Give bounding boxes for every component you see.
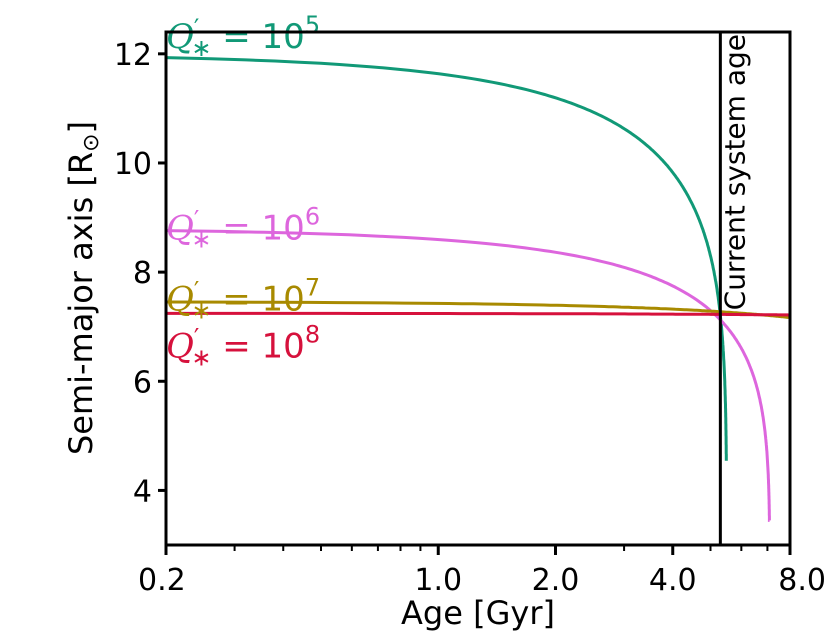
series-annotation-1: Q′ ∗ = 106 — [166, 202, 320, 253]
annotation-equals: = 10 — [211, 17, 304, 57]
annotation-exponent: 5 — [305, 11, 320, 39]
series-point-0-10 — [725, 460, 727, 462]
series-point-2-5 — [672, 308, 674, 310]
annotation-equals: = 10 — [211, 326, 304, 366]
series-point-2-4 — [623, 306, 625, 308]
annotation-prime: ′ — [194, 205, 199, 233]
series-point-2-1 — [320, 301, 322, 303]
annotation-q-symbol: Q — [166, 208, 194, 248]
annotation-exponent: 8 — [305, 320, 320, 348]
series-line-1 — [165, 229, 771, 522]
series-point-1-7 — [729, 330, 731, 332]
annotation-star: ∗ — [191, 34, 211, 62]
annotation-q-symbol: Q — [166, 326, 194, 366]
y-axis-title-end: ] — [62, 121, 100, 133]
series-point-0-9 — [724, 390, 726, 392]
annotation-q-symbol: Q — [166, 280, 194, 320]
annotation-prime: ′ — [194, 14, 199, 42]
annotation-prime: ′ — [194, 277, 199, 305]
series-point-0-2 — [437, 73, 439, 75]
plot-frame — [164, 30, 792, 547]
series-point-0-3 — [554, 97, 556, 99]
series-point-0-5 — [672, 171, 674, 173]
series-point-1-5 — [672, 285, 674, 287]
series-line-3 — [166, 311, 790, 317]
series-point-1-3 — [554, 251, 556, 253]
series-point-1-2 — [437, 239, 439, 241]
plot-background — [166, 32, 790, 545]
y-tick-label-1: 6 — [133, 365, 152, 400]
x-tick-label-2: 2.0 — [532, 563, 580, 598]
y-tick-label-3: 10 — [114, 147, 152, 182]
series-point-3-1 — [437, 313, 439, 315]
x-tick-label-0: 0.2 — [138, 563, 186, 598]
series-point-1-1 — [320, 233, 322, 235]
series-annotation-0: Q′ ∗ = 105 — [166, 11, 320, 62]
y-tick-label-0: 4 — [133, 474, 152, 509]
series-point-2-6 — [709, 310, 711, 312]
series-point-1-8 — [746, 358, 748, 360]
series-annotation-3: Q′ ∗ = 108 — [166, 320, 320, 371]
annotation-exponent: 6 — [305, 202, 320, 230]
x-axis-title: Age [Gyr] — [401, 594, 555, 632]
series-point-0-6 — [695, 212, 697, 214]
current-age-label: Current system age — [718, 34, 751, 310]
annotation-q-symbol: Q — [166, 17, 194, 57]
x-tick-label-4: 8.0 — [778, 563, 826, 598]
series-point-0-4 — [623, 128, 625, 130]
series-point-0-7 — [709, 255, 711, 257]
series-point-3-2 — [672, 313, 674, 315]
y-tick-label-4: 12 — [114, 38, 152, 73]
tick-layer: 4 6 8 10 12 0.2 1.0 2.0 4.0 8.0 — [114, 38, 826, 598]
annotation-star: ∗ — [191, 225, 211, 253]
series-line-0 — [165, 56, 728, 461]
y-axis-title: Semi-major axis [R⊙] — [62, 121, 104, 455]
x-tick-label-1: 1.0 — [414, 563, 462, 598]
series-point-1-11 — [768, 484, 770, 486]
annotation-star: ∗ — [191, 297, 211, 325]
annotation-prime: ′ — [194, 323, 199, 351]
annotation-equals: = 10 — [211, 208, 304, 248]
series-point-2-2 — [437, 302, 439, 304]
y-axis-title-text: Semi-major axis [R — [62, 152, 100, 455]
series-annotation-2: Q′ ∗ = 107 — [166, 274, 320, 325]
annotation-equals: = 10 — [211, 280, 304, 320]
series-point-2-3 — [554, 304, 556, 306]
series-point-0-1 — [320, 62, 322, 64]
series-point-1-4 — [623, 266, 625, 268]
series-point-1-10 — [765, 442, 767, 444]
annotation-exponent: 7 — [305, 274, 320, 302]
x-tick-label-3: 4.0 — [649, 563, 697, 598]
series-point-1-12 — [769, 519, 771, 521]
annotation-star: ∗ — [191, 343, 211, 371]
series-point-1-9 — [759, 399, 761, 401]
y-axis-title-sub: ⊙ — [79, 133, 104, 151]
series-layer — [165, 56, 791, 522]
y-tick-label-2: 8 — [133, 256, 152, 291]
